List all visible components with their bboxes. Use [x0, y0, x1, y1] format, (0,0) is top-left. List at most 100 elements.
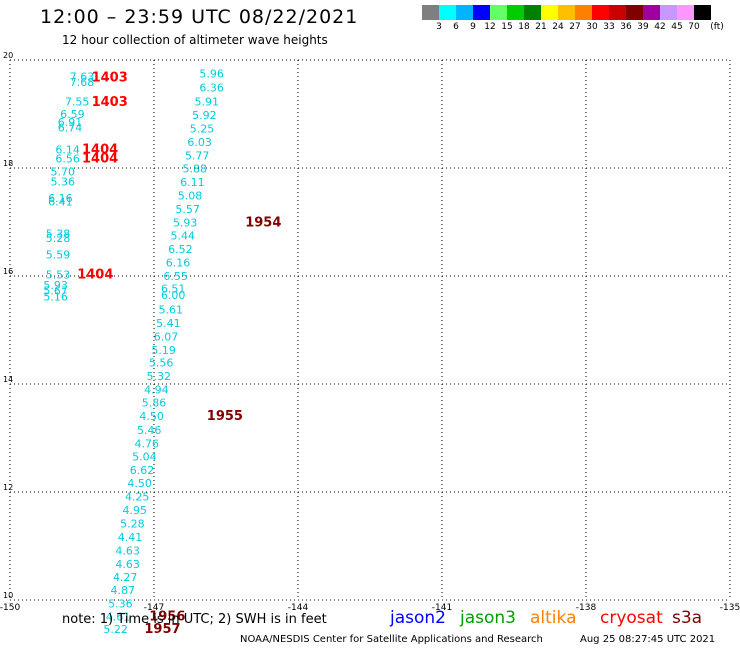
satellite-s3a: s3a: [672, 608, 703, 628]
track-b-value: 5.25: [190, 122, 215, 135]
scale-label: 30: [586, 22, 598, 32]
pass-time-label: 1404: [82, 152, 118, 167]
scale-swatch: [677, 5, 694, 20]
track-b-value: 4.50: [139, 410, 164, 423]
y-tick-label: 20: [3, 51, 13, 60]
credit-line: NOAA/NESDIS Center for Satellite Applica…: [240, 634, 543, 645]
scale-label: 3: [436, 22, 442, 32]
scale-swatch: [490, 5, 507, 20]
track-b-value: 5.19: [151, 344, 176, 357]
satellite-cryosat: cryosat: [600, 608, 663, 628]
satellite-jason3: jason3: [460, 608, 516, 628]
scale-label: 36: [620, 22, 632, 32]
track-b-value: 6.03: [187, 136, 212, 149]
pass-time-label: 1956: [149, 610, 185, 625]
scale-label: 70: [688, 22, 700, 32]
track-b-value: 6.55: [163, 270, 188, 283]
track-b-value: 5.22: [103, 623, 128, 636]
scale-label: 45: [671, 22, 683, 32]
x-tick-label: -135: [720, 603, 740, 613]
scale-swatch: [473, 5, 490, 20]
track-b-value: 5.57: [175, 203, 200, 216]
track-a-value: 5.36: [51, 175, 76, 188]
scale-label: 21: [535, 22, 547, 32]
scale-label: 15: [501, 22, 513, 32]
pass-time-label: 1404: [77, 268, 113, 283]
scale-swatch: [558, 5, 575, 20]
track-b-value: 4.63: [115, 545, 140, 558]
scale-label: 18: [518, 22, 530, 32]
track-b-value: 5.41: [156, 317, 181, 330]
pass-time-label: 1955: [207, 409, 243, 424]
scale-label: 39: [637, 22, 649, 32]
track-b-value: 5.92: [192, 109, 217, 122]
scale-swatch: [592, 5, 609, 20]
scale-swatch: [456, 5, 473, 20]
track-b-value: 6.52: [168, 243, 193, 256]
x-tick-label: -141: [432, 603, 452, 613]
map-subtitle: 12 hour collection of altimeter wave hei…: [62, 33, 328, 47]
scale-label: 33: [603, 22, 615, 32]
y-tick-label: 16: [3, 267, 13, 276]
track-b-value: 5.28: [120, 518, 145, 531]
track-b-value: 5.08: [178, 189, 203, 202]
satellite-jason2: jason2: [390, 608, 446, 628]
y-tick-label: 12: [3, 483, 13, 492]
scale-label: 42: [654, 22, 666, 32]
track-a-value: 5.53: [46, 269, 71, 282]
scale-swatch: [507, 5, 524, 20]
track-b-value: 4.25: [125, 491, 150, 504]
scale-swatch: [541, 5, 558, 20]
track-b-value: 6.00: [161, 289, 186, 302]
pass-time-label: 1403: [92, 71, 128, 86]
track-a-value: 7.68: [70, 76, 95, 89]
track-a-value: 5.16: [43, 290, 68, 303]
scale-label: 27: [569, 22, 581, 32]
track-b-value: 5.93: [173, 216, 198, 229]
satellite-altika: altika: [530, 608, 577, 628]
track-a-value: 7.63: [70, 71, 95, 84]
track-b-value: 4.61: [106, 611, 131, 624]
x-tick-label: -144: [288, 603, 309, 613]
x-tick-label: -150: [0, 603, 20, 613]
track-b-value: 5.46: [137, 424, 162, 437]
y-tick-label: 18: [3, 159, 13, 168]
scale-swatch: [694, 5, 711, 20]
pass-time-label: 1957: [144, 622, 180, 637]
track-b-value: 5.96: [199, 67, 224, 80]
x-tick-label: -138: [576, 603, 597, 613]
track-b-value: 5.88: [183, 162, 208, 175]
scale-swatch: [524, 5, 541, 20]
track-b-value: 6.16: [166, 256, 191, 269]
track-b-value: 5.91: [195, 95, 220, 108]
track-a-value: 6.16: [48, 192, 73, 205]
y-tick-label: 10: [3, 591, 13, 600]
pass-time-label: 1954: [245, 215, 281, 230]
x-tick-label: -147: [144, 603, 164, 613]
track-b-value: 5.36: [108, 598, 133, 611]
track-b-value: 5.44: [171, 229, 196, 242]
footer-note: note: 1) Time is in UTC; 2) SWH is in fe…: [62, 612, 327, 627]
track-b-value: 5.86: [142, 397, 167, 410]
y-tick-label: 14: [3, 375, 13, 384]
track-b-value: 4.76: [135, 438, 160, 451]
track-b-value: 5.77: [185, 149, 210, 162]
scale-swatch: [626, 5, 643, 20]
track-a-value: 6.74: [58, 121, 83, 134]
scale-swatch: [439, 5, 456, 20]
track-b-value: 5.56: [149, 357, 174, 370]
scale-swatch: [575, 5, 592, 20]
pass-time-label: 1404: [82, 142, 118, 157]
track-b-value: 4.41: [118, 531, 143, 544]
track-a-value: 6.56: [55, 153, 80, 166]
scale-label: 12: [484, 22, 496, 32]
track-b-value: 4.87: [111, 584, 136, 597]
track-a-value: 5.28: [46, 232, 71, 245]
track-b-value: 6.36: [199, 81, 224, 94]
track-b-value: 4.63: [115, 558, 140, 571]
generated-timestamp: Aug 25 08:27:45 UTC 2021: [580, 634, 716, 645]
scale-label: 9: [470, 22, 476, 32]
scale-unit: (ft): [710, 22, 724, 32]
track-a-value: 5.67: [43, 284, 68, 297]
